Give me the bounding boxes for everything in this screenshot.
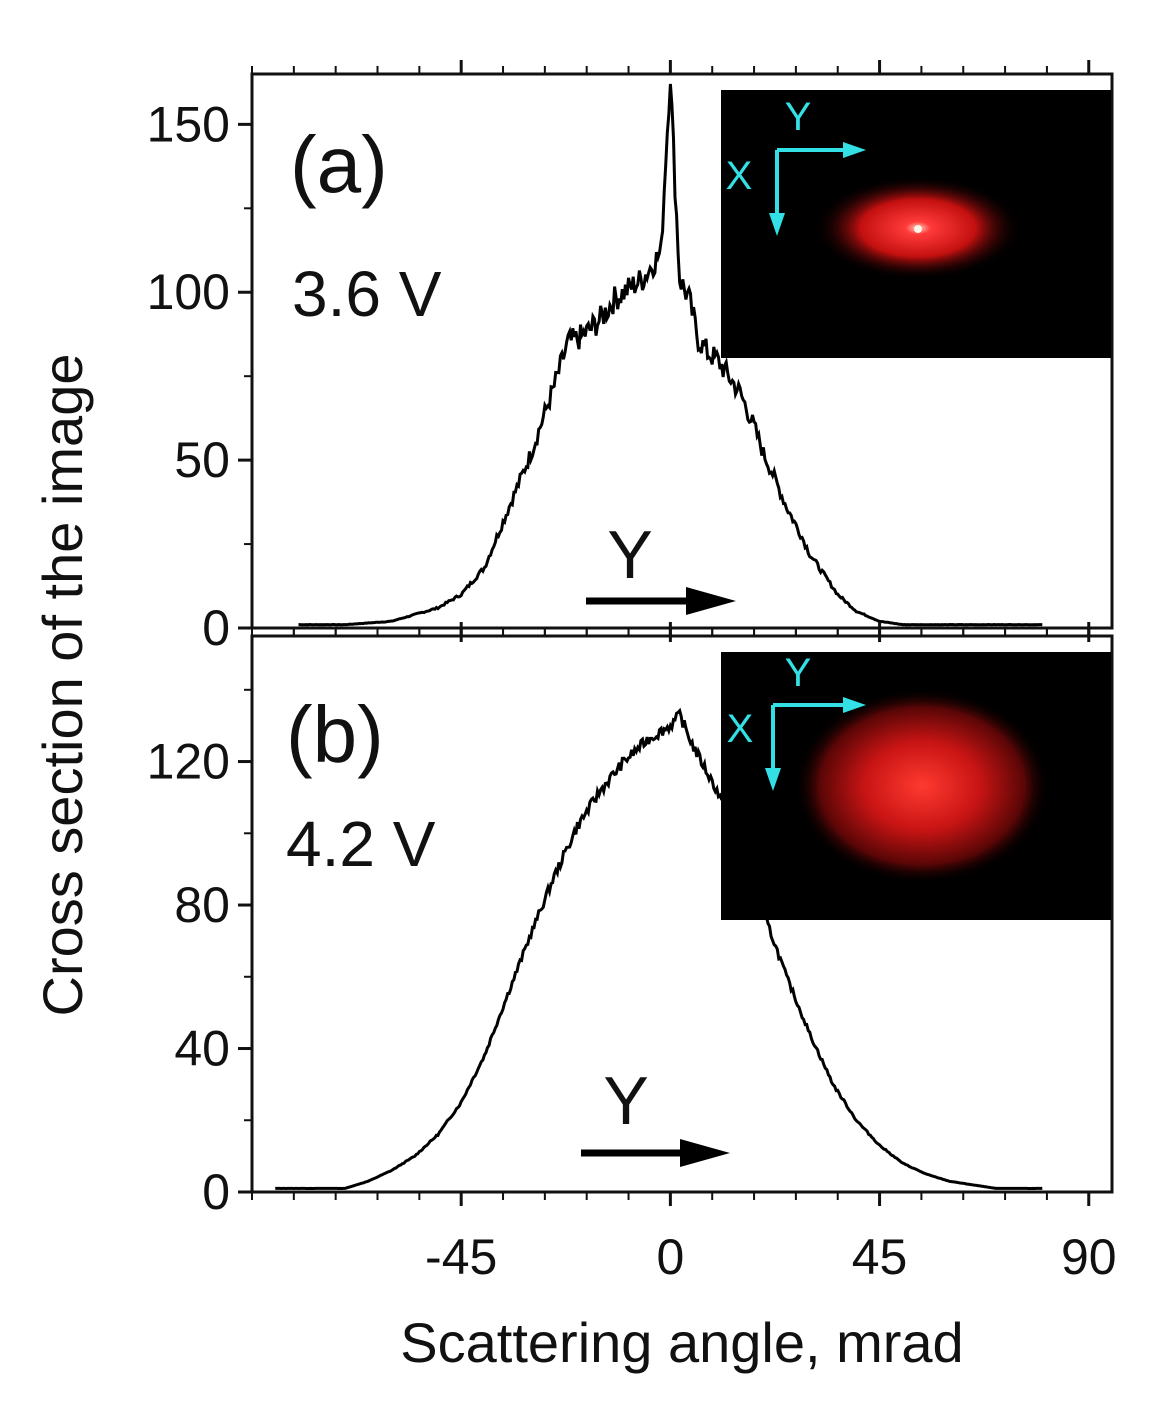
- x-tick-label: 0: [656, 1229, 684, 1285]
- panel-b-inset: Y X: [721, 651, 1111, 920]
- panel-b-y-ticks: 0 40 80 120: [147, 688, 252, 1220]
- panel-a-letter: (a): [290, 120, 388, 209]
- x-axis-title: Scattering angle, mrad: [400, 1311, 963, 1374]
- panel-b-voltage: 4.2 V: [286, 808, 436, 880]
- panel-b-y-tick-label: 40: [174, 1021, 230, 1077]
- panel-a-inset-center: [914, 225, 922, 233]
- panel-b-inset-spot: [794, 688, 1050, 884]
- panel-b-y-tick-label: 80: [174, 877, 230, 933]
- panel-a-inset-y-label: Y: [785, 95, 812, 139]
- x-tick-label: 45: [852, 1229, 908, 1285]
- panel-b-frame: [250, 634, 1114, 1194]
- panel-b-series-line: [275, 707, 1043, 1191]
- x-tick-label: -45: [425, 1229, 497, 1285]
- panel-a-y-tick-label: 0: [202, 600, 230, 656]
- panel-a-y-ticks: 0 50 100 150: [147, 96, 252, 656]
- panel-a-series-line: [298, 83, 1043, 627]
- panel-a-arrow-label: Y: [607, 517, 652, 593]
- panel-b-inset-y-label: Y: [785, 651, 812, 695]
- panel-b-letter: (b): [286, 690, 384, 779]
- panel-a-y-tick-label: 50: [174, 432, 230, 488]
- panel-a-voltage: 3.6 V: [292, 258, 442, 330]
- y-axis-title: Cross section of the image: [31, 354, 94, 1017]
- panel-b-arrow: [581, 1139, 730, 1167]
- panel-b-y-tick-label: 120: [147, 734, 230, 790]
- panel-b: 0 40 80 120 -45 0 45 90 (b) 4.2 V Y Y X: [147, 622, 1117, 1285]
- panel-a-arrow: [586, 587, 736, 615]
- panel-a-y-tick-label: 150: [147, 96, 230, 152]
- panel-a-frame: [250, 72, 1114, 630]
- x-tick-label: 90: [1061, 1229, 1117, 1285]
- panel-b-y-tick-label: 0: [202, 1164, 230, 1220]
- panel-b-arrow-label: Y: [603, 1063, 648, 1139]
- panel-a-y-tick-label: 100: [147, 264, 230, 320]
- panel-a-inset: Y X: [721, 90, 1111, 358]
- panel-a: 0 50 100 150 (a) 3.6 V Y Y X: [147, 60, 1114, 656]
- panel-a-inset-x-label: X: [726, 154, 753, 198]
- panel-b-inset-x-label: X: [727, 707, 754, 751]
- panel-b-x-ticks: -45 0 45 90: [251, 622, 1117, 1285]
